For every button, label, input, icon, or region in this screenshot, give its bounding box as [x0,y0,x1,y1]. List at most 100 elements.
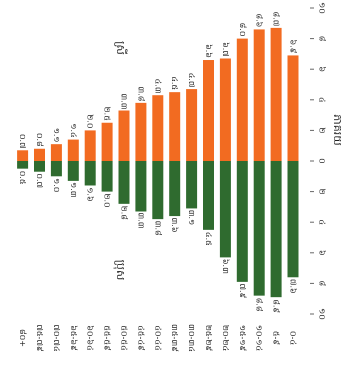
value-label: ០.៨ [35,133,44,147]
bar [219,58,231,161]
value-label: ៨.០ [238,23,247,37]
value-label: ៧.៩ [238,283,247,298]
x-tick-label: ៤០-៤៤ [153,325,162,351]
x-tick-label: ៤៥-៤៩ [136,325,145,351]
value-label: ៣.៦ [170,218,179,233]
bar [50,161,62,177]
bar [270,27,282,161]
bar [34,148,45,161]
x-tick-label: ៨០+ [18,329,27,347]
value-label: ៦.៧ [221,42,230,57]
value-label: ០.៥ [18,171,27,185]
bar [203,161,214,230]
legend-male: ប្រុស [113,260,127,281]
value-label: ១.១ [52,128,61,143]
value-label: ៣.៣ [120,93,129,109]
bar [186,161,198,209]
value-label: ០.៧ [18,134,27,149]
bar [169,161,181,217]
value-label: ៣.៨ [136,86,145,101]
y-tick-label: ៦ [318,250,327,256]
bar [270,161,282,298]
legend-female: ស្រី [114,41,128,55]
value-label: ៨.៨ [255,298,264,312]
bar [101,161,113,192]
bar [67,139,79,161]
bar [118,161,130,204]
bar [219,161,231,258]
value-label: ៣.៨ [153,221,162,236]
bar [101,122,113,161]
bar [17,150,29,161]
value-label: ០.៧ [35,173,44,188]
bar [34,161,45,172]
x-tick-label: ៦០-៦៤ [86,325,95,351]
value-label: ១.០ [52,178,61,192]
x-tick-label: ៥០-៥៤ [120,325,129,351]
y-tick-label: ៨ [318,281,327,287]
value-label: ៦.៩ [289,39,298,53]
bar [236,161,248,282]
bar [287,161,299,278]
axis-title: ភាគរយ [331,114,344,145]
x-tick-label: ៧៥-៧៩ [35,324,44,352]
bar [135,161,147,212]
bar [67,161,79,181]
bar [17,161,29,169]
x-tick-label: ២០-២៤ [221,325,230,351]
y-tick-label: ១០ [318,308,327,320]
bar [203,60,214,161]
bar [50,144,62,161]
value-label: ១.៦ [86,187,95,201]
y-tick-label: ០ [318,158,327,164]
value-label: ៨.៧ [272,11,281,26]
value-label: ២.៥ [103,107,112,121]
value-label: ៤.៣ [153,79,162,94]
value-label: ១.៣ [69,182,78,198]
bar [236,38,248,161]
bar [152,95,164,161]
bar [135,102,147,161]
bar [186,89,198,161]
x-tick-label: ០-៤ [289,331,298,345]
y-tick-label: ២ [318,189,327,195]
y-tick-label: ២ [318,127,327,133]
value-label: ៨.៩ [272,299,281,313]
x-tick-label: ៣៥-៣៩ [170,324,179,352]
x-tick-label: ៥៥-៥៩ [103,325,112,351]
value-label: ៣.៣ [136,212,145,228]
y-tick-label: ១០ [318,2,327,14]
bar [152,161,164,220]
bar [84,130,96,161]
x-tick-label: ១៥-១៩ [238,325,247,352]
bar [118,110,130,161]
x-tick-label: ៣០-៣៤ [187,324,196,352]
bar [287,55,299,161]
value-label: ៦.៣ [221,259,230,274]
value-label: ៤.៧ [187,73,196,88]
y-tick-label: ៨ [318,36,327,42]
value-label: ៤.៥ [204,232,213,246]
bar [84,161,96,186]
value-label: ១.៤ [69,123,78,137]
bar [169,92,181,161]
y-tick-label: ៦ [318,66,327,72]
value-label: ៤.៥ [170,76,179,90]
bar [253,161,265,296]
value-label: ២.០ [86,114,95,128]
value-label: ៦.៦ [204,44,213,58]
bar [253,29,265,162]
x-tick-label: ៧០-៧៤ [52,324,61,351]
value-label: ២.០ [103,193,112,207]
y-tick-label: ៤ [318,219,327,225]
value-label: ៣.១ [187,210,196,225]
x-tick-label: ១០-១៤ [255,325,264,351]
x-tick-label: ៦៥-៦៩ [69,325,78,351]
y-tick-label: ៤ [318,97,327,103]
value-label: ៧.៦ [289,279,298,294]
value-label: ៨.៦ [255,13,264,27]
value-label: ២.៨ [120,206,129,221]
x-tick-label: ២៥-២៩ [204,325,213,352]
x-tick-label: ៥-៩ [272,331,281,346]
